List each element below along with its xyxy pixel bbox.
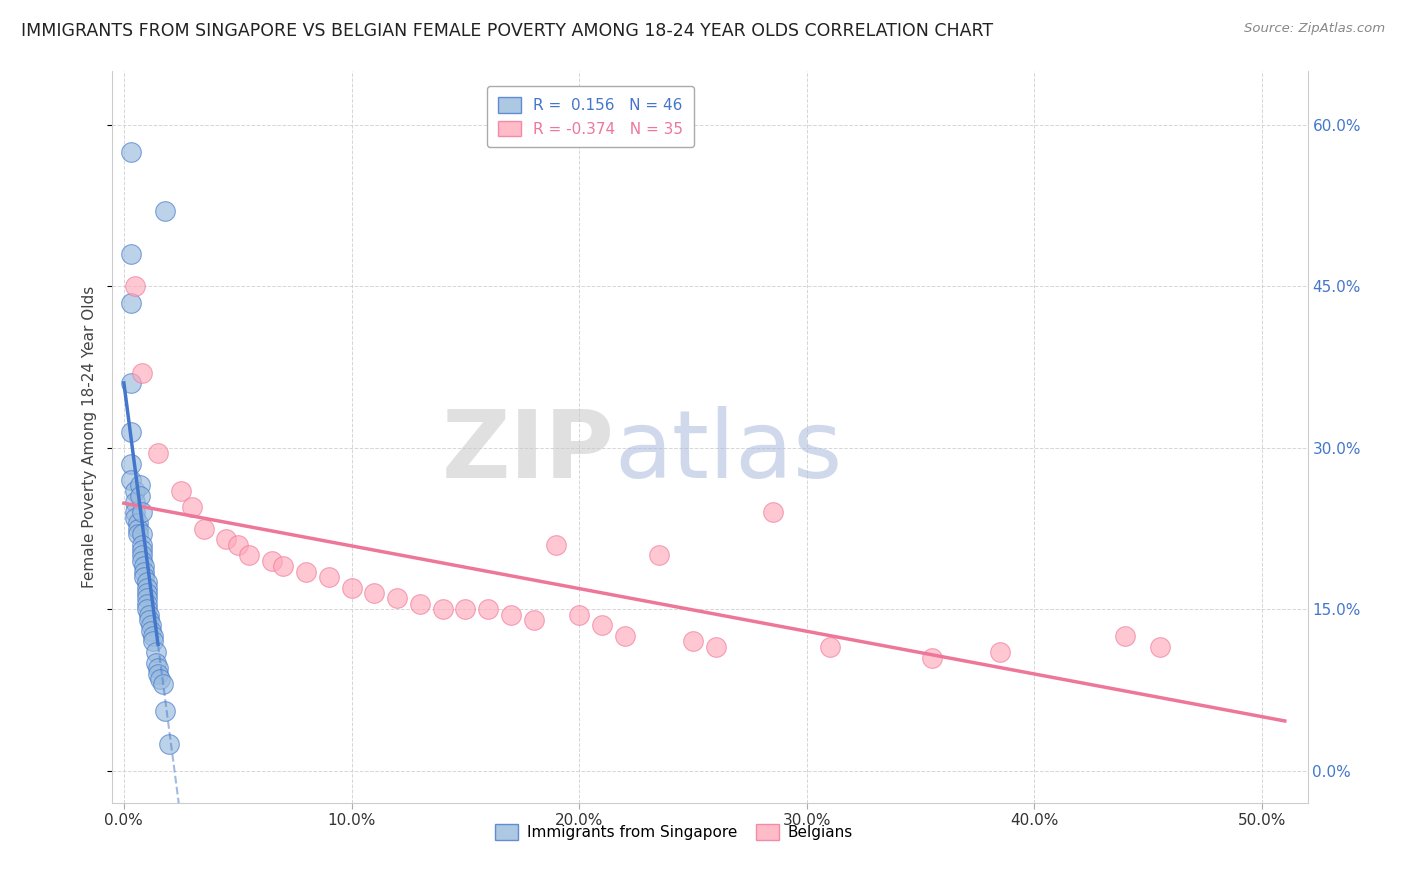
Point — [523, 613, 546, 627]
Point — [120, 247, 142, 261]
Point — [127, 516, 149, 530]
Point — [238, 549, 260, 563]
Point — [170, 483, 193, 498]
Point — [385, 591, 408, 606]
Point — [135, 581, 157, 595]
Point — [295, 565, 318, 579]
Point — [124, 505, 146, 519]
Point — [546, 538, 568, 552]
Point — [363, 586, 385, 600]
Text: atlas: atlas — [614, 406, 842, 498]
Point — [340, 581, 363, 595]
Point — [135, 591, 157, 606]
Point — [141, 624, 163, 638]
Point — [591, 618, 613, 632]
Point — [409, 597, 432, 611]
Y-axis label: Female Poverty Among 18-24 Year Olds: Female Poverty Among 18-24 Year Olds — [82, 286, 97, 588]
Point — [215, 533, 238, 547]
Point — [124, 483, 146, 498]
Point — [153, 705, 176, 719]
Point — [153, 204, 176, 219]
Point — [131, 366, 153, 380]
Point — [193, 521, 215, 535]
Text: ZIP: ZIP — [441, 406, 614, 498]
Point — [135, 597, 157, 611]
Point — [134, 559, 156, 574]
Point — [135, 602, 157, 616]
Point — [128, 478, 150, 492]
Point — [127, 527, 149, 541]
Point — [134, 565, 156, 579]
Point — [124, 494, 146, 508]
Point — [124, 510, 146, 524]
Point — [146, 666, 169, 681]
Point — [704, 640, 727, 654]
Text: Source: ZipAtlas.com: Source: ZipAtlas.com — [1244, 22, 1385, 36]
Point — [124, 279, 146, 293]
Text: IMMIGRANTS FROM SINGAPORE VS BELGIAN FEMALE POVERTY AMONG 18-24 YEAR OLDS CORREL: IMMIGRANTS FROM SINGAPORE VS BELGIAN FEM… — [21, 22, 993, 40]
Point — [134, 570, 156, 584]
Point — [131, 527, 153, 541]
Point — [120, 295, 142, 310]
Point — [762, 505, 785, 519]
Point — [120, 457, 142, 471]
Point — [157, 737, 180, 751]
Point — [152, 677, 174, 691]
Point — [131, 554, 153, 568]
Point — [131, 538, 153, 552]
Legend: Immigrants from Singapore, Belgians: Immigrants from Singapore, Belgians — [489, 818, 859, 847]
Point — [146, 446, 169, 460]
Point — [131, 549, 153, 563]
Point — [146, 661, 169, 675]
Point — [135, 575, 157, 590]
Point — [318, 570, 340, 584]
Point — [988, 645, 1011, 659]
Point — [120, 376, 142, 391]
Point — [1149, 640, 1171, 654]
Point — [271, 559, 294, 574]
Point — [818, 640, 841, 654]
Point — [135, 586, 157, 600]
Point — [145, 656, 167, 670]
Point — [120, 145, 142, 159]
Point — [131, 543, 153, 558]
Point — [432, 602, 454, 616]
Point — [141, 618, 163, 632]
Point — [138, 613, 160, 627]
Point — [568, 607, 591, 622]
Point — [1114, 629, 1136, 643]
Point — [127, 521, 149, 535]
Point — [499, 607, 522, 622]
Point — [181, 500, 204, 514]
Point — [128, 489, 150, 503]
Point — [142, 629, 165, 643]
Point — [613, 629, 636, 643]
Point — [120, 425, 142, 439]
Point — [149, 672, 172, 686]
Point — [226, 538, 249, 552]
Point — [120, 473, 142, 487]
Point — [142, 634, 165, 648]
Point — [145, 645, 167, 659]
Point — [260, 554, 283, 568]
Point — [131, 505, 153, 519]
Point — [648, 549, 671, 563]
Point — [454, 602, 477, 616]
Point — [682, 634, 704, 648]
Point — [921, 650, 943, 665]
Point — [477, 602, 499, 616]
Point — [138, 607, 160, 622]
